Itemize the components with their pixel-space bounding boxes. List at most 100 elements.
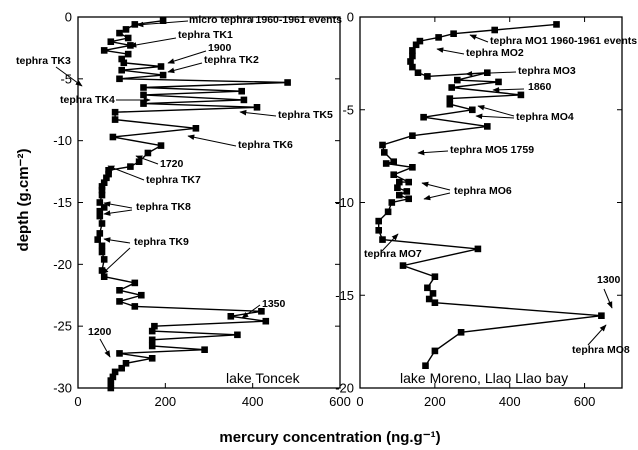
right-series-0-point-30 [396, 178, 403, 186]
right-series-0-point-21 [484, 123, 491, 130]
right-series-0-point-6 [409, 47, 416, 54]
left-series-0-point-25 [109, 133, 117, 141]
left-series-0-point-2 [122, 26, 130, 33]
arrow-tk7 [107, 165, 145, 181]
annotation-right-1300: 1300 [597, 274, 621, 286]
left-series-0-point-13 [159, 71, 167, 79]
arrow-micro-tephra [136, 20, 189, 28]
left-ytick-label-1: -5 [60, 71, 72, 86]
left-series-0-point-29 [127, 163, 134, 170]
left-series-0-point-0 [159, 17, 167, 24]
left-series-0-point-21 [253, 104, 261, 111]
left-xtick-label-2: 400 [242, 394, 264, 409]
arrow-mo6-a [421, 181, 451, 191]
annotation-left-tk1: tephra TK1 [178, 29, 233, 41]
right-series-0-point-3 [435, 34, 442, 41]
right-series-0-point-29 [405, 178, 412, 186]
annotation-left-1200: 1200 [88, 326, 112, 338]
arrow-tk3 [55, 66, 83, 87]
right-series-0-point-8 [407, 58, 414, 65]
right-series-0-point-18 [446, 100, 454, 108]
left-series-0-point-45 [98, 248, 106, 256]
right-ytick-label-2: -10 [335, 195, 354, 210]
arrow-tk1 [129, 37, 177, 48]
right-series-0-point-42 [431, 273, 439, 280]
arrow-mo6-b [423, 192, 451, 201]
annotation-left-tk9: tephra TK9 [134, 236, 189, 248]
left-ytick-label-3: -15 [53, 195, 72, 210]
arrow-tk9-b [101, 247, 131, 275]
y-axis-title: depth (g.cm⁻²) [15, 149, 32, 252]
right-series-0-point-22 [409, 132, 416, 139]
right-series-0-point-7 [409, 52, 416, 60]
left-series-0-point-70 [107, 381, 115, 388]
right-series-0-point-24 [381, 149, 388, 156]
right-series-0-point-32 [403, 188, 411, 195]
left-series-0-point-40 [96, 212, 104, 220]
right-series-0-point-38 [375, 227, 382, 234]
right-series-0-point-23 [379, 141, 386, 149]
right-series-0-point-31 [394, 184, 401, 191]
left-series-0-point-24 [192, 125, 200, 132]
right-series-0-point-34 [405, 195, 412, 203]
right-series-0-point-37 [375, 217, 382, 225]
left-series-0-point-17 [238, 87, 245, 95]
right-series-0-point-4 [416, 37, 424, 45]
right-ytick-label-3: -15 [335, 288, 354, 303]
arrow-mo4-a [477, 104, 515, 117]
right-xtick-label-3: 600 [574, 394, 596, 409]
right-series-0-point-36 [384, 208, 392, 216]
right-series-0-point-40 [474, 245, 482, 253]
left-series-0-point-15 [284, 79, 291, 86]
left-series-0-line [96, 20, 288, 388]
left-series-0-point-28 [135, 158, 143, 165]
left-series-0-point-69 [107, 377, 115, 384]
left-series-0-point-58 [148, 327, 156, 335]
left-series-0-point-8 [124, 50, 132, 58]
right-series-0-point-47 [598, 312, 605, 319]
left-series-0-point-52 [116, 298, 123, 305]
annotation-left-1350: 1350 [262, 298, 286, 310]
left-ytick-label-6: -30 [53, 381, 72, 396]
annotation-right-mo4: tephra MO4 [516, 111, 574, 123]
left-series-0-point-33 [100, 179, 108, 186]
left-series-0-point-10 [120, 59, 128, 67]
left-series-0-point-43 [94, 236, 101, 243]
left-series-0-point-47 [98, 267, 106, 274]
left-series-0-point-20 [140, 100, 147, 107]
left-series-0-point-65 [122, 360, 130, 367]
arrow-mo1 [469, 34, 489, 43]
left-series-0-point-56 [262, 317, 270, 325]
right-series-0-point-41 [399, 262, 407, 269]
annotation-right-mo3: tephra MO3 [518, 65, 576, 77]
right-series-0-point-17 [446, 95, 454, 102]
left-series-0-point-59 [234, 331, 241, 339]
right-series-0-point-1 [491, 26, 498, 34]
annotation-left-tk5: tephra TK5 [278, 109, 333, 121]
right-series-0-point-39 [379, 236, 386, 243]
left-series-0-point-44 [98, 242, 106, 250]
right-series-0-point-15 [448, 84, 455, 91]
right-series-0-point-46 [431, 299, 439, 306]
right-series-0-point-0 [553, 21, 560, 28]
left-series-0-point-68 [109, 373, 117, 381]
series-left [94, 17, 291, 392]
right-series-0-point-2 [450, 30, 457, 37]
x-axis-title: mercury concentration (ng.g⁻¹) [219, 429, 440, 446]
annotation-right-mo2: tephra MO2 [466, 47, 524, 59]
left-series-0-point-55 [227, 313, 235, 320]
left-xtick-label-3: 600 [329, 394, 351, 409]
right-series-0-point-13 [454, 76, 461, 84]
left-ytick-label-0: 0 [65, 10, 72, 25]
left-series-0-point-16 [140, 84, 147, 91]
right-series-0-point-11 [424, 73, 431, 80]
right-series-0-point-27 [409, 164, 416, 171]
left-series-0-point-4 [124, 34, 132, 42]
left-series-0-point-18 [140, 91, 147, 99]
left-series-0-point-36 [98, 191, 106, 199]
left-series-0-point-50 [116, 287, 123, 294]
right-series-0-point-20 [420, 113, 427, 121]
left-series-0-point-22 [111, 108, 119, 116]
left-series-0-point-39 [96, 207, 104, 215]
arrow-tk8-a [103, 201, 133, 209]
